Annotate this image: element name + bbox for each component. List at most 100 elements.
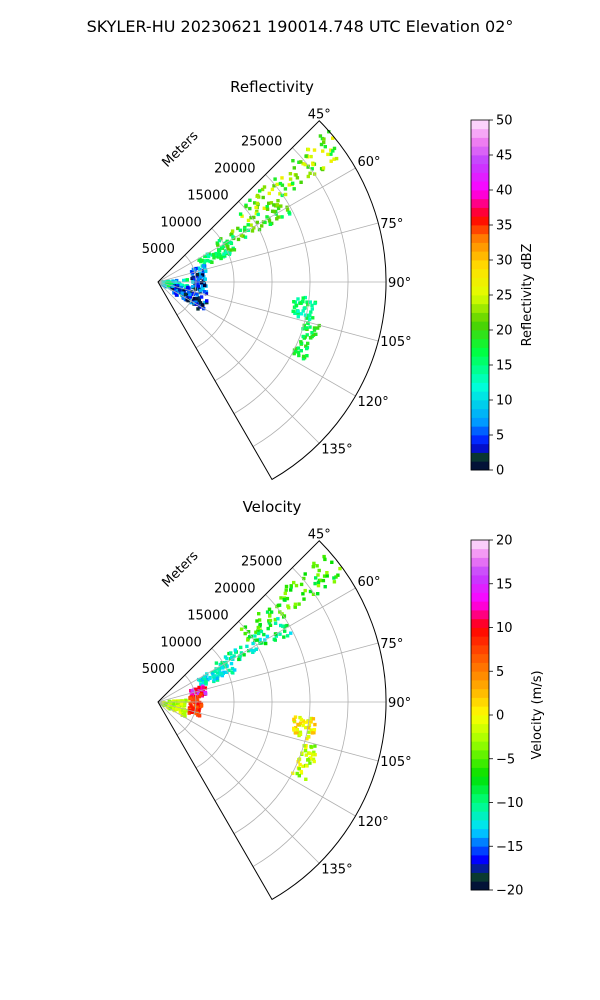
echo-gate xyxy=(299,180,303,184)
echo-gate xyxy=(266,626,270,631)
echo-gate xyxy=(338,566,342,571)
echo-gate xyxy=(195,272,200,277)
colorbar-segment xyxy=(471,645,489,655)
echo-gate xyxy=(248,198,252,202)
echo-gate xyxy=(295,771,299,776)
echo-gate xyxy=(255,638,259,642)
echo-gate xyxy=(299,340,303,344)
echo-gate xyxy=(246,638,250,642)
echo-gate xyxy=(302,597,306,601)
echo-gate xyxy=(297,774,301,778)
echo-gate xyxy=(253,638,257,642)
echo-gate xyxy=(298,715,302,720)
azimuth-spoke xyxy=(157,701,320,864)
echo-gate xyxy=(218,672,222,676)
echo-gate xyxy=(273,617,277,622)
echo-gate xyxy=(197,299,201,303)
colorbar-tick-label: 5 xyxy=(496,665,504,680)
echo-gate xyxy=(194,708,198,712)
echo-gate xyxy=(268,623,273,627)
echo-gate xyxy=(173,291,178,295)
echo-gate xyxy=(278,632,282,636)
echo-gate xyxy=(310,753,315,757)
echo-gate xyxy=(224,241,228,245)
echo-gate xyxy=(304,154,308,158)
echo-gate xyxy=(220,672,224,676)
echo-gate xyxy=(311,592,316,596)
echo-gate xyxy=(204,292,209,296)
echo-gate xyxy=(292,166,296,170)
echo-gate xyxy=(312,328,317,332)
echo-gate xyxy=(306,758,310,762)
colorbar-segment xyxy=(471,452,489,462)
echo-gate xyxy=(229,248,233,252)
echo-gate xyxy=(182,707,187,712)
echo-gate xyxy=(262,632,266,637)
echo-gate xyxy=(276,199,280,203)
echo-gate xyxy=(189,704,193,708)
echo-gate xyxy=(256,212,260,217)
colorbar-tick-label: 15 xyxy=(496,359,513,374)
colorbar-segment xyxy=(471,741,489,751)
echo-gate xyxy=(273,638,277,642)
echo-gate xyxy=(276,215,280,219)
echo-gate xyxy=(264,641,268,646)
echo-gate xyxy=(314,332,318,336)
echo-gate xyxy=(308,313,312,318)
echo-gate xyxy=(256,625,260,630)
colorbar-segment xyxy=(471,286,489,296)
range-ring xyxy=(252,567,349,867)
colorbar-tick-label: 10 xyxy=(496,394,513,409)
echo-gate xyxy=(228,251,232,255)
echo-gate xyxy=(229,233,233,237)
echo-gate xyxy=(220,673,224,678)
echo-gate xyxy=(291,309,295,314)
colorbar-segment xyxy=(471,785,489,795)
echo-gate xyxy=(329,152,333,156)
echo-gate xyxy=(199,275,203,279)
echo-gate xyxy=(212,256,216,260)
echo-gate xyxy=(195,688,200,692)
colorbar-tick-label: −15 xyxy=(496,840,523,855)
echo-gate xyxy=(308,300,312,304)
echo-gate xyxy=(239,233,244,238)
echo-gate xyxy=(210,260,214,264)
azimuth-spoke xyxy=(157,281,379,342)
echo-gate xyxy=(191,267,196,272)
velocity-grid xyxy=(157,567,386,867)
colorbar-segment xyxy=(471,820,489,830)
echo-gate xyxy=(237,657,241,662)
echo-gate xyxy=(201,681,206,685)
echo-gate xyxy=(275,203,279,207)
echo-gate xyxy=(289,584,293,588)
colorbar-segment xyxy=(471,732,489,742)
echo-gate xyxy=(285,634,290,638)
echo-gate xyxy=(258,637,262,642)
echo-gate xyxy=(316,592,320,596)
colorbar-segment xyxy=(471,837,489,847)
reflectivity-frame xyxy=(157,120,387,481)
figure-suptitle: SKYLER-HU 20230621 190014.748 UTC Elevat… xyxy=(87,17,514,36)
colorbar-segment xyxy=(471,268,489,278)
echo-gate xyxy=(194,281,199,285)
echo-gate xyxy=(262,185,267,189)
echo-gate xyxy=(288,172,293,176)
echo-gate xyxy=(322,137,326,141)
echo-gate xyxy=(177,707,182,711)
echo-gate xyxy=(195,702,200,706)
echo-gate xyxy=(193,699,197,703)
echo-gate xyxy=(311,717,316,721)
echo-gate xyxy=(309,720,313,724)
echo-gate xyxy=(304,326,309,330)
echo-gate xyxy=(216,243,220,247)
echo-gate xyxy=(313,722,317,727)
echo-gate xyxy=(325,571,329,575)
echo-gate xyxy=(304,745,308,750)
colorbar-segment xyxy=(471,671,489,681)
colorbar-segment xyxy=(471,426,489,436)
echo-gate xyxy=(301,162,305,166)
echo-gate xyxy=(306,720,310,724)
colorbar-segment xyxy=(471,198,489,208)
echo-gate xyxy=(297,602,301,606)
echo-gate xyxy=(216,674,220,679)
